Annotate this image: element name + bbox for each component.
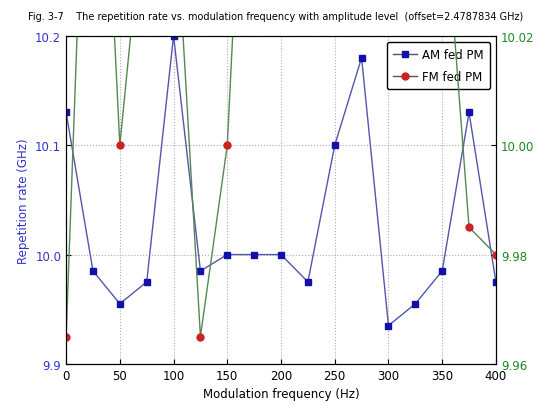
AM fed PM: [143, 280, 150, 285]
FM fed PM: [466, 225, 472, 230]
AM fed PM: [278, 252, 284, 257]
AM fed PM: [63, 111, 69, 116]
AM fed PM: [466, 111, 472, 116]
AM fed PM: [412, 301, 419, 306]
AM fed PM: [197, 269, 204, 274]
X-axis label: Modulation frequency (Hz): Modulation frequency (Hz): [203, 387, 359, 400]
FM fed PM: [493, 252, 499, 257]
Legend: AM fed PM, FM fed PM: AM fed PM, FM fed PM: [387, 43, 490, 90]
AM fed PM: [117, 301, 123, 306]
AM fed PM: [358, 56, 365, 61]
FM fed PM: [117, 144, 123, 148]
AM fed PM: [493, 280, 499, 285]
AM fed PM: [305, 280, 311, 285]
Line: FM fed PM: FM fed PM: [63, 0, 499, 340]
Text: Fig. 3-7    The repetition rate vs. modulation frequency with amplitude level  (: Fig. 3-7 The repetition rate vs. modulat…: [28, 12, 523, 22]
Y-axis label: Repetition rate (GHz): Repetition rate (GHz): [17, 138, 30, 263]
AM fed PM: [439, 269, 446, 274]
FM fed PM: [63, 334, 69, 339]
AM fed PM: [224, 252, 231, 257]
AM fed PM: [90, 269, 96, 274]
AM fed PM: [332, 144, 338, 148]
Line: AM fed PM: AM fed PM: [63, 34, 499, 329]
AM fed PM: [385, 324, 392, 328]
AM fed PM: [251, 252, 257, 257]
FM fed PM: [197, 334, 204, 339]
AM fed PM: [170, 34, 177, 39]
FM fed PM: [224, 144, 231, 148]
